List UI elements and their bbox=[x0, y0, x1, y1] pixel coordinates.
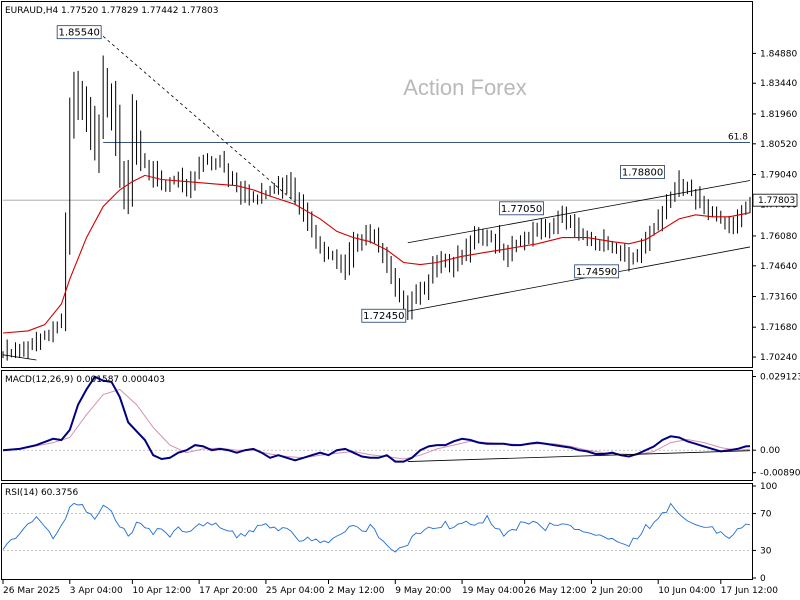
time-tick-label: 26 Mar 2025 bbox=[3, 586, 60, 596]
trendline-channel-upper bbox=[407, 180, 751, 244]
rsi-tick-label: 100 bbox=[760, 482, 777, 492]
price-label-text: 1.78800 bbox=[622, 168, 663, 179]
price-tick-label: 1.81960 bbox=[760, 110, 797, 120]
rsi-panel-frame bbox=[1, 483, 753, 580]
price-label-text: 1.74590 bbox=[576, 267, 617, 278]
price-label-box bbox=[56, 25, 102, 40]
current-price-label: 1.77803 bbox=[758, 196, 795, 206]
price-panel-frame bbox=[1, 1, 753, 368]
time-tick-label: 19 May 04:00 bbox=[462, 586, 524, 596]
rsi-tick-label: 30 bbox=[760, 546, 772, 556]
price-label-box bbox=[574, 264, 620, 279]
moving-average-line bbox=[2, 174, 751, 334]
time-tick-label: 3 Apr 04:00 bbox=[70, 586, 123, 596]
price-label-text: 1.77050 bbox=[501, 204, 542, 215]
price-tick-label: 1.76080 bbox=[760, 232, 797, 242]
price-layer: 61.8 1.85540 1.72450 1.77050 1.74590 1.78800 bbox=[2, 25, 751, 361]
rsi-line bbox=[2, 502, 751, 553]
time-tick-label: 17 Jun 12:00 bbox=[721, 586, 778, 596]
price-label-box bbox=[499, 201, 544, 216]
time-tick-label: 2 May 12:00 bbox=[329, 586, 385, 596]
rsi-layer bbox=[2, 502, 751, 553]
price-tick-label: 1.74640 bbox=[760, 262, 797, 272]
macd-trendline bbox=[407, 450, 751, 462]
price-tick-label: 1.80520 bbox=[760, 140, 797, 150]
fib-level-label: 61.8 bbox=[728, 133, 748, 143]
rsi-header: RSI(14) 60.3756 bbox=[5, 488, 78, 498]
price-tick-label: 1.79040 bbox=[760, 171, 797, 181]
price-label-text: 1.85540 bbox=[58, 28, 99, 39]
time-tick-label: 25 Apr 04:00 bbox=[266, 586, 325, 596]
price-label-1.78800: 1.78800 bbox=[620, 165, 665, 179]
macd-tick-label: 0.029123 bbox=[760, 372, 800, 382]
price-label-1.85540: 1.85540 bbox=[56, 25, 102, 40]
time-tick-label: 17 Apr 20:00 bbox=[199, 586, 258, 596]
price-tick-label: 1.73160 bbox=[760, 293, 797, 303]
price-tick-label: 1.83440 bbox=[760, 79, 797, 89]
rsi-tick-label: 70 bbox=[760, 510, 772, 520]
axis-layer: 1.848801.834401.819601.805201.790401.776… bbox=[2, 49, 800, 596]
price-tick-label: 1.70240 bbox=[760, 353, 797, 363]
price-label-text: 1.72450 bbox=[363, 311, 404, 322]
time-tick-label: 2 Jun 20:00 bbox=[591, 586, 643, 596]
trendline-start-support bbox=[2, 354, 37, 361]
macd-layer bbox=[2, 375, 751, 463]
time-tick-label: 9 May 20:00 bbox=[395, 586, 451, 596]
price-tick-label: 1.84880 bbox=[760, 49, 797, 59]
watermark: Action Forex bbox=[403, 75, 527, 100]
time-tick-label: 10 Jun 04:00 bbox=[658, 586, 715, 596]
price-label-1.77050: 1.77050 bbox=[499, 201, 544, 216]
price-label-box bbox=[620, 165, 665, 179]
time-tick-label: 26 May 12:00 bbox=[525, 586, 587, 596]
trendline-descending bbox=[102, 36, 296, 203]
time-tick-label: 10 Apr 12:00 bbox=[132, 586, 191, 596]
price-tick-label: 1.71680 bbox=[760, 323, 797, 333]
price-label-box bbox=[361, 308, 407, 323]
macd-panel-frame bbox=[1, 370, 753, 481]
trendline-channel-lower bbox=[407, 246, 751, 312]
price-label-1.74590: 1.74590 bbox=[574, 264, 620, 279]
macd-tick-label: 0.00 bbox=[760, 446, 780, 456]
rsi-tick-label: 0 bbox=[760, 574, 766, 584]
current-price-tag bbox=[752, 193, 798, 207]
price-label-1.72450: 1.72450 bbox=[361, 308, 407, 323]
macd-header: MACD(12,26,9) 0.001587 0.000403 bbox=[5, 375, 165, 385]
symbol-header: EURAUD,H4 1.77520 1.77829 1.77442 1.7780… bbox=[5, 6, 219, 16]
macd-line bbox=[2, 375, 751, 463]
